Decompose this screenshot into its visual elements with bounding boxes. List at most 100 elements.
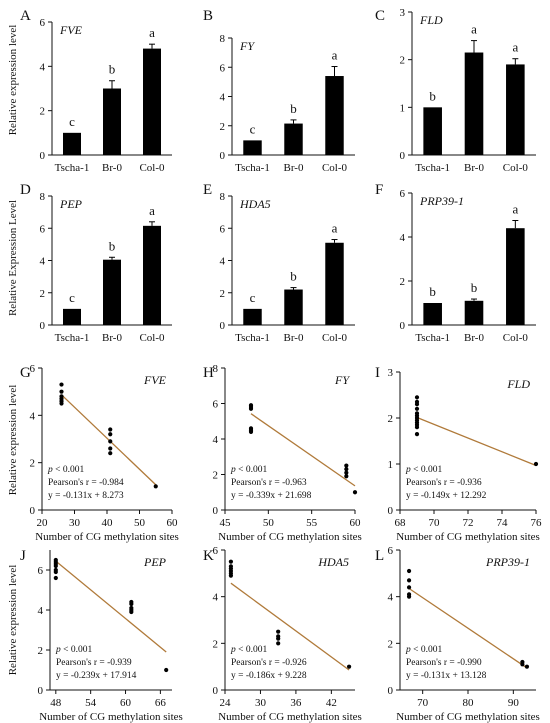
y-axis-label-row2: Relative Expression Level [7, 200, 19, 316]
y-tick-label: 2 [220, 121, 226, 133]
y-tick-label: 6 [400, 188, 406, 200]
y-tick-label: 4 [388, 592, 394, 604]
regression-line [55, 560, 167, 653]
x-axis-label: Number of CG methylation sites [396, 531, 540, 543]
y-tick-label: 2 [388, 638, 394, 650]
data-point [276, 636, 281, 641]
gene-label: FY [334, 373, 350, 387]
pearson-r-text: Pearson's r = -0.926 [231, 658, 307, 668]
data-point [344, 467, 349, 472]
regression-line [230, 582, 350, 671]
x-tick-label: 50 [263, 517, 275, 529]
x-tick-label: 30 [69, 517, 81, 529]
data-point [53, 569, 58, 575]
x-tick-label: 45 [220, 517, 232, 529]
y-axis-label-row3: Relative expression level [7, 385, 19, 496]
y-tick-label: 1 [400, 102, 406, 114]
panel-b: B FY 0 2 4 6 8 c Tscha-1 b Br-0 a Col-0 [203, 8, 355, 174]
y-tick-label: 8 [220, 191, 226, 203]
panel-g: G FVE 0 2 4 6 20 30 40 50 60 p < 0.001 Pearson's r =… [20, 363, 179, 543]
pearson-r-text: Pearson's r = -0.939 [56, 658, 132, 668]
pearson-r-text: Pearson's r = -0.990 [406, 658, 482, 668]
significance-letter: a [149, 203, 155, 218]
pearson-r-text: Pearson's r = -0.963 [231, 478, 307, 488]
bar [325, 76, 344, 155]
regression-equation-text: y = -0.149x + 12.292 [406, 491, 487, 501]
p-value-text: p < 0.001 [230, 465, 267, 475]
data-point [53, 563, 58, 569]
x-tick-label: Tscha-1 [235, 162, 270, 174]
data-point [414, 406, 420, 411]
significance-letter: b [290, 269, 297, 284]
x-tick-label: Col-0 [322, 332, 348, 344]
x-tick-label: Tscha-1 [415, 332, 450, 344]
gene-label: HDA5 [317, 555, 349, 569]
data-point [346, 664, 352, 669]
y-tick-label: 8 [220, 33, 226, 45]
significance-letter: a [471, 22, 477, 37]
y-tick-label: 4 [220, 92, 226, 104]
x-tick-label: Col-0 [139, 332, 165, 344]
y-tick-label: 0 [220, 150, 226, 162]
bar [243, 140, 262, 155]
panel-letter: C [375, 8, 385, 24]
regression-line [408, 587, 528, 669]
data-point [129, 609, 134, 615]
gene-label: HDA5 [239, 197, 271, 211]
significance-letter: c [69, 114, 75, 129]
x-tick-label: Tscha-1 [235, 332, 270, 344]
panel-a: A FVE 0 2 4 6 c Tscha-1 b Br-0 a Col-0 [20, 8, 172, 174]
data-point [248, 429, 254, 434]
data-point [406, 594, 412, 599]
data-point [108, 451, 113, 456]
bar [464, 300, 484, 325]
panel-letter: F [375, 182, 383, 198]
regression-line [416, 416, 537, 467]
y-tick-label: 2 [388, 413, 394, 425]
y-tick-label: 2 [40, 288, 46, 300]
panel-e: E HDA5 0 2 4 6 8 c Tscha-1 b Br-0 a Col-0 [203, 182, 355, 344]
panel-letter: E [203, 182, 212, 198]
x-tick-label: 48 [50, 697, 62, 709]
significance-letter: b [471, 280, 478, 295]
x-tick-label: Col-0 [322, 162, 348, 174]
x-tick-label: 68 [395, 517, 407, 529]
x-tick-label: Tscha-1 [415, 162, 450, 174]
x-tick-label: 40 [102, 517, 114, 529]
significance-letter: b [109, 238, 116, 253]
x-axis-label: Number of CG methylation sites [218, 531, 362, 543]
y-tick-label: 0 [220, 320, 226, 332]
gene-label: FLD [419, 13, 443, 27]
bar [423, 303, 442, 325]
y-tick-label: 4 [38, 605, 44, 617]
panel-letter: G [20, 365, 31, 381]
x-tick-label: 74 [497, 517, 509, 529]
x-tick-label: Br-0 [102, 332, 122, 344]
bar [423, 107, 442, 155]
y-tick-label: 0 [40, 320, 46, 332]
significance-letter: b [290, 101, 297, 116]
y-tick-label: 0 [30, 505, 36, 517]
y-tick-label: 8 [40, 191, 46, 203]
x-tick-label: Br-0 [284, 332, 304, 344]
data-point [406, 578, 412, 583]
panel-i: I FLD 0 1 2 3 68 70 72 74 76 p < 0.001 Pearson's r =… [375, 365, 542, 543]
data-point [344, 463, 349, 468]
y-tick-label: 2 [40, 106, 46, 118]
gene-label: PEP [143, 555, 167, 569]
x-tick-label: 70 [417, 697, 429, 709]
data-point [228, 573, 234, 578]
p-value-text: p < 0.001 [55, 645, 92, 655]
panel-d: D PEP 0 2 4 6 8 c Tscha-1 b Br-0 a Col-0 [20, 182, 172, 344]
y-tick-label: 4 [40, 256, 46, 268]
y-tick-label: 4 [30, 410, 36, 422]
y-tick-label: 4 [40, 61, 46, 73]
y-axis-label-row4: Relative expression level [7, 565, 19, 676]
x-tick-label: Tscha-1 [55, 162, 90, 174]
data-point [108, 439, 113, 444]
panel-h: H FY 0 2 4 6 8 45 50 55 60 p < 0.001 Pearson's r = -… [203, 363, 362, 543]
x-axis-label: Number of CG methylation sites [35, 531, 179, 543]
y-tick-label: 6 [40, 223, 46, 235]
significance-letter: b [109, 62, 116, 77]
